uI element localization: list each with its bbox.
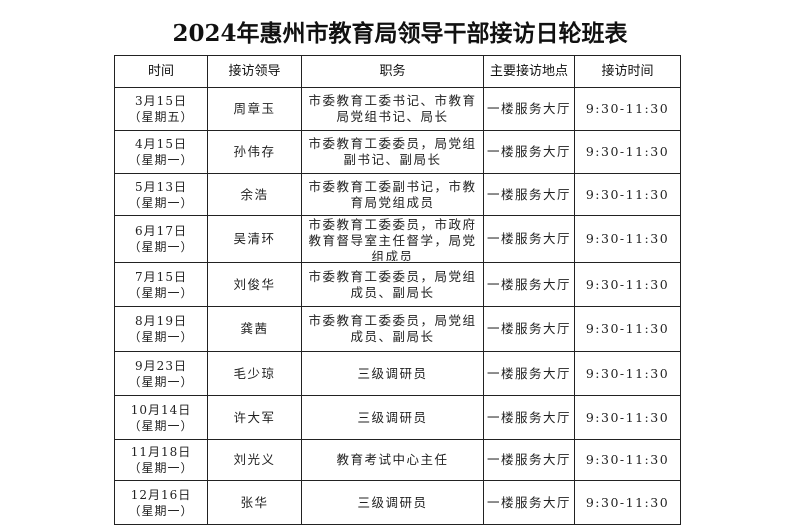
- table-row: 4月15日 （星期一） 孙伟存 市委教育工委委员，局党组副书记、副局长 一楼服务大厅 9:…: [114, 130, 681, 174]
- weekday: （星期五）: [128, 110, 194, 124]
- date: 10月14日: [130, 402, 192, 417]
- duty: 三级调研员: [357, 494, 428, 510]
- schedule-table: 时间 接访领导 职务 主要接访地点 接访时间 3月15日 （星期五） 周章玉 市委教育…: [114, 55, 681, 525]
- table-row: 5月13日 （星期一） 余浩 市委教育工委副书记，市教育局党组成员 一楼服务大厅 9:30…: [114, 173, 681, 216]
- table-row: 10月14日 （星期一） 许大军 三级调研员 一楼服务大厅 9:30-11:30: [114, 395, 681, 440]
- place: 一楼服务大厅: [486, 186, 571, 202]
- weekday: （星期一）: [128, 153, 194, 167]
- date: 8月19日: [135, 314, 187, 328]
- table-row: 12月16日 （星期一） 张华 三级调研员 一楼服务大厅 9:30-11:30: [114, 480, 681, 525]
- header-row: 时间 接访领导 职务 主要接访地点 接访时间: [114, 55, 681, 88]
- table-row: 9月23日 （星期一） 毛少琼 三级调研员 一楼服务大厅 9:30-11:30: [114, 351, 681, 396]
- place: 一楼服务大厅: [486, 231, 571, 246]
- weekday: （星期一）: [128, 503, 194, 518]
- duty: 市委教育工委委员，局党组成员、副局长: [308, 313, 477, 344]
- weekday: （星期一）: [128, 461, 194, 475]
- table-row: 3月15日 （星期五） 周章玉 市委教育工委书记、市教育局党组书记、局长 一楼服务大厅 9…: [114, 87, 681, 131]
- table-row: 6月17日 （星期一） 吴清环 市委教育工委委员，市政府教育督导室主任督学，局党组成员…: [114, 215, 681, 263]
- duty: 市委教育工委委员，局党组副书记、副局长: [308, 136, 477, 167]
- leader-name: 龚茜: [240, 321, 269, 336]
- place: 一楼服务大厅: [486, 144, 571, 159]
- weekday: （星期一）: [128, 240, 194, 254]
- table-row: 8月19日 （星期一） 龚茜 市委教育工委委员，局党组成员、副局长 一楼服务大厅 9:30…: [114, 306, 681, 352]
- leader-name: 毛少琼: [233, 365, 276, 381]
- duty: 三级调研员: [357, 409, 428, 425]
- leader-name: 吴清环: [233, 231, 276, 246]
- weekday: （星期一）: [128, 374, 194, 389]
- table-row: 11月18日 （星期一） 刘光义 教育考试中心主任 一楼服务大厅 9:30-11:30: [114, 439, 681, 481]
- place: 一楼服务大厅: [486, 409, 571, 425]
- duty: 教育考试中心主任: [336, 452, 449, 467]
- duty: 三级调研员: [357, 365, 428, 381]
- header-date: 时间: [114, 55, 208, 88]
- leader-name: 刘俊华: [233, 276, 276, 292]
- date: 5月13日: [135, 179, 187, 194]
- leader-name: 孙伟存: [233, 144, 276, 159]
- weekday: （星期一）: [128, 195, 194, 210]
- header-duty: 职务: [301, 55, 484, 88]
- visit-time: 9:30-11:30: [585, 231, 670, 246]
- visit-time: 9:30-11:30: [585, 452, 670, 467]
- visit-time: 9:30-11:30: [585, 101, 670, 116]
- visit-time: 9:30-11:30: [585, 494, 670, 510]
- duty: 市委教育工委副书记，市教育局党组成员: [308, 178, 477, 210]
- place: 一楼服务大厅: [486, 321, 571, 336]
- duty: 市委教育工委委员，市政府教育督导室主任督学，局党组成员: [308, 217, 477, 261]
- duty: 市委教育工委书记、市教育局党组书记、局长: [308, 93, 477, 124]
- date: 9月23日: [135, 358, 187, 373]
- weekday: （星期一）: [128, 330, 194, 344]
- visit-time: 9:30-11:30: [585, 321, 670, 336]
- page-title: 2024年惠州市教育局领导干部接访日轮班表: [172, 20, 628, 47]
- date: 4月15日: [135, 137, 187, 151]
- visit-time: 9:30-11:30: [585, 365, 670, 381]
- duty: 市委教育工委委员，局党组成员、副局长: [308, 268, 477, 300]
- place: 一楼服务大厅: [486, 365, 571, 381]
- date: 7月15日: [135, 269, 187, 284]
- header-place: 主要接访地点: [483, 55, 575, 88]
- visit-time: 9:30-11:30: [585, 186, 670, 202]
- visit-time: 9:30-11:30: [585, 409, 670, 425]
- leader-name: 刘光义: [233, 452, 276, 467]
- date: 12月16日: [130, 487, 192, 502]
- leader-name: 余浩: [240, 186, 269, 202]
- visit-time: 9:30-11:30: [585, 276, 670, 292]
- place: 一楼服务大厅: [486, 101, 571, 116]
- visit-time: 9:30-11:30: [585, 144, 670, 159]
- leader-name: 周章玉: [233, 101, 276, 116]
- weekday: （星期一）: [128, 285, 194, 300]
- weekday: （星期一）: [128, 418, 194, 433]
- place: 一楼服务大厅: [486, 276, 571, 292]
- date: 6月17日: [135, 224, 187, 238]
- table-row: 7月15日 （星期一） 刘俊华 市委教育工委委员，局党组成员、副局长 一楼服务大厅 9:3…: [114, 262, 681, 307]
- header-time: 接访时间: [574, 55, 681, 88]
- header-leader: 接访领导: [207, 55, 302, 88]
- place: 一楼服务大厅: [486, 452, 571, 467]
- date: 3月15日: [135, 94, 187, 108]
- leader-name: 张华: [240, 494, 269, 510]
- place: 一楼服务大厅: [486, 494, 571, 510]
- leader-name: 许大军: [233, 409, 276, 425]
- date: 11月18日: [130, 445, 192, 459]
